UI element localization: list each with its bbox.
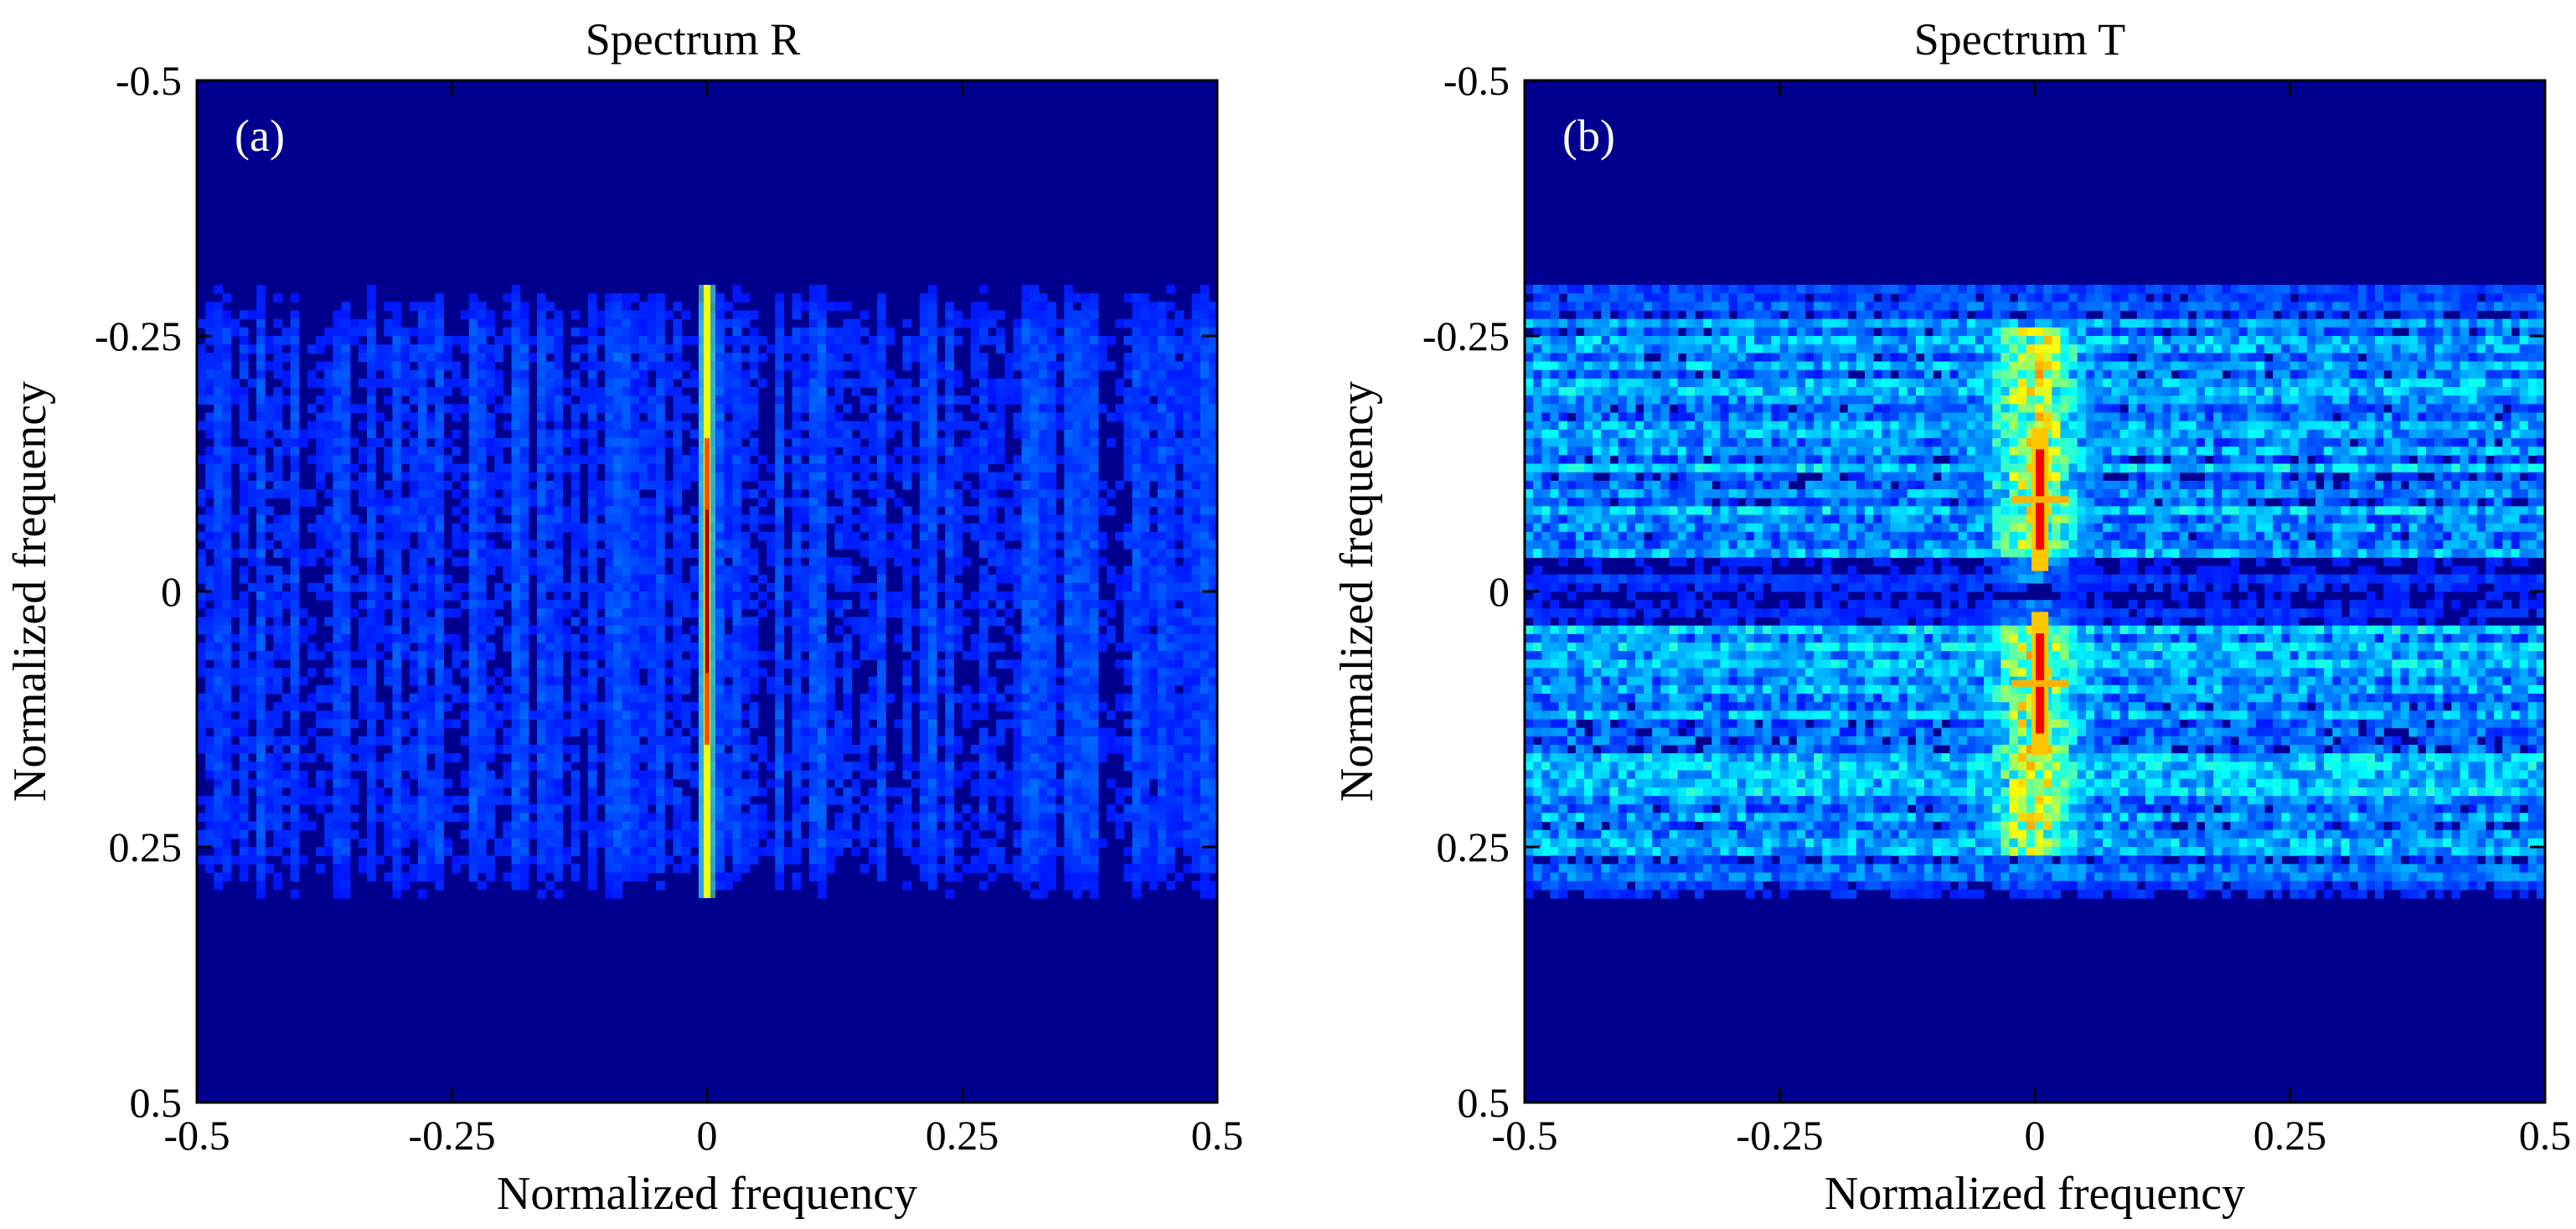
y-tick-label: 0	[161, 568, 182, 615]
x-tick-label: -0.25	[1736, 1112, 1823, 1159]
heatmap-cells	[197, 285, 1217, 899]
panel-a-label: (a)	[235, 111, 285, 161]
spectral-peak-crossbar	[2011, 496, 2069, 503]
x-tick-label: 0	[2025, 1112, 2046, 1159]
panel-spectrum-t: Spectrum T (b) -0.5 -0.25 0 0.25 0.5-0.5-0.2…	[1331, 14, 2571, 1220]
y-tick-label: 0.5	[1458, 1079, 1510, 1126]
x-tick-label: -0.5	[1491, 1112, 1557, 1159]
panel-a-y-axis-label: Normalized frequency	[4, 381, 56, 802]
panel-a-heatmap	[197, 80, 1217, 1102]
x-tick-label: 0.5	[1191, 1112, 1244, 1159]
y-tick-label: 0.25	[109, 824, 183, 870]
x-tick-label: -0.25	[408, 1112, 495, 1159]
x-tick-label: 0.25	[926, 1112, 999, 1159]
panel-a-x-axis-label: Normalized frequency	[497, 1168, 917, 1220]
x-tick-label: 0.5	[2519, 1112, 2572, 1159]
spectral-peak-crossbar	[2011, 679, 2069, 687]
panel-b-x-axis-label: Normalized frequency	[1825, 1168, 2245, 1220]
y-tick-label: 0.25	[1437, 824, 1510, 870]
heatmap-cells	[1525, 285, 2545, 899]
spectral-line-peak	[705, 509, 709, 674]
panel-b-label: (b)	[1562, 111, 1615, 161]
y-tick-label: 0.5	[130, 1079, 183, 1126]
panel-spectrum-r: Spectrum R (a) -0.5 -0.25 0 0.25 0.5-0.5-0.2…	[4, 14, 1243, 1220]
panel-b-heatmap	[1525, 80, 2545, 1102]
y-tick-label: -0.5	[116, 57, 182, 104]
x-tick-label: 0.25	[2253, 1112, 2327, 1159]
y-tick-label: -0.25	[95, 312, 182, 359]
x-tick-label: 0	[697, 1112, 718, 1159]
y-tick-label: -0.25	[1422, 312, 1510, 359]
panel-b-y-axis-label: Normalized frequency	[1331, 381, 1383, 802]
panel-b-title: Spectrum T	[1914, 14, 2125, 65]
panel-a-title: Spectrum R	[586, 14, 800, 65]
y-tick-label: -0.5	[1443, 57, 1510, 104]
y-tick-label: 0	[1489, 568, 1510, 615]
x-tick-label: -0.5	[163, 1112, 230, 1159]
